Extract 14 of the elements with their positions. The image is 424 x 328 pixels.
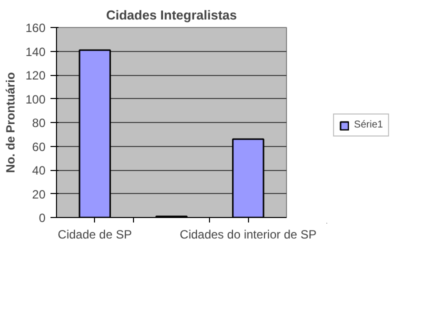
x-tick-label: Cidades do interior de SP: [180, 228, 317, 242]
y-tick-label: 160: [25, 21, 46, 35]
y-tick-label: 20: [32, 187, 46, 202]
y-tick-label: 60: [32, 140, 46, 154]
y-tick-label: 80: [32, 116, 46, 130]
y-tick-label: 0: [38, 211, 46, 225]
chart-title: Cidades Integralistas: [106, 8, 237, 22]
y-tick-label: 100: [25, 92, 46, 106]
x-tick-label: Cidade de SP: [58, 228, 132, 242]
y-axis-title: No. de Prontuário: [3, 72, 18, 173]
y-tick-label: 40: [32, 164, 46, 178]
legend-label: Série1: [354, 120, 383, 130]
y-tick-label: 120: [25, 68, 46, 82]
y-tick-label: 140: [25, 44, 46, 59]
